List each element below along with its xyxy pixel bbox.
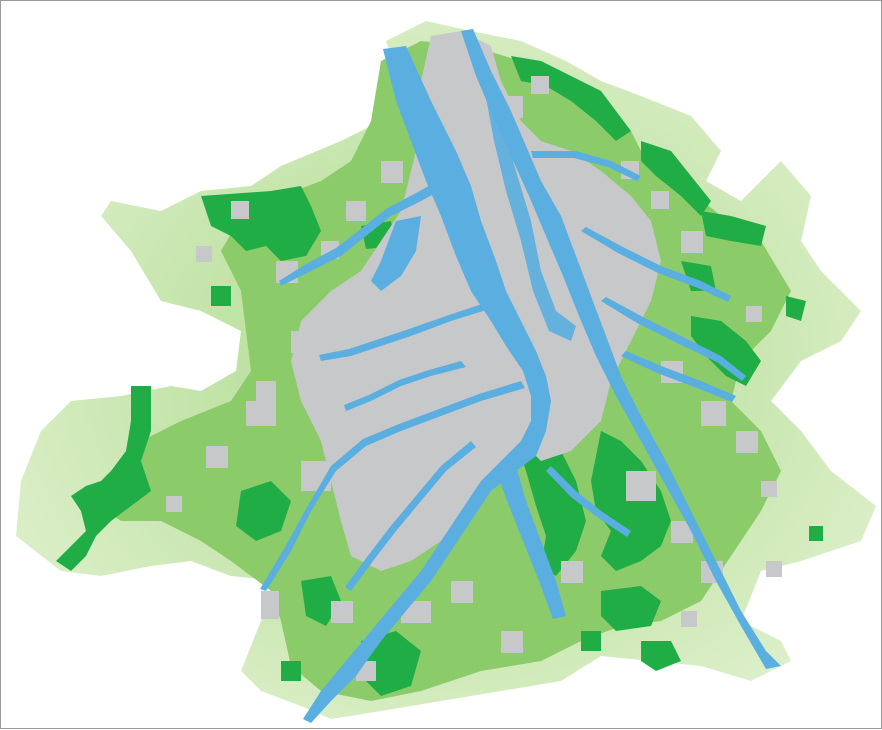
urban-patch [246,401,276,426]
urban-patch [561,561,583,583]
tributary-east-lower [621,351,736,402]
tributary-northeast [531,151,641,181]
canal-inner [481,71,576,341]
green-patch [236,481,291,541]
urban-patch [291,331,313,353]
urban-patch [451,581,473,603]
tributary-west-upper [279,171,461,286]
urban-patch [671,521,693,543]
green-patch [601,586,661,631]
urban-patch [766,561,782,577]
urban-patch [331,601,353,623]
green-patch [641,641,681,671]
green-patch [211,286,231,306]
urban-patch [231,201,249,219]
tributary-west-branch [344,361,466,411]
urban-patch [531,76,549,94]
urban-patch [681,611,697,627]
tributary-southwest [345,441,476,591]
tributary-southeast [546,466,631,537]
urban-patch [761,481,777,497]
urban-patch [166,496,182,512]
urban-patch [196,246,212,262]
tributary-east-mid [601,297,746,381]
urban-patch [441,111,463,133]
urban-patch [736,431,758,453]
tributary-west-mid [319,301,496,361]
green-patch [581,631,601,651]
green-patch [786,296,806,321]
river-main-east [461,29,781,669]
urban-patch [256,381,276,401]
green-patch [56,386,151,571]
green-patch [809,526,823,541]
urban-patch [501,631,523,653]
urban-patch [681,231,703,253]
urban-patch [206,446,228,468]
green-patch [701,211,766,246]
urban-patch [381,161,403,183]
tributary-east-upper [581,227,731,302]
urban-patch [626,471,656,501]
urban-patch [701,401,726,426]
green-patch [691,316,761,386]
green-patch [641,141,711,216]
urban-patch [651,191,669,209]
urban-patch [261,591,279,619]
urban-patch [346,201,366,221]
river-south [496,466,566,619]
urban-patches [166,76,782,681]
urban-patch [746,306,762,322]
green-patch [281,661,301,681]
waterways [260,29,781,723]
tributary-west-lake [371,216,421,291]
river-main-west [303,46,551,723]
